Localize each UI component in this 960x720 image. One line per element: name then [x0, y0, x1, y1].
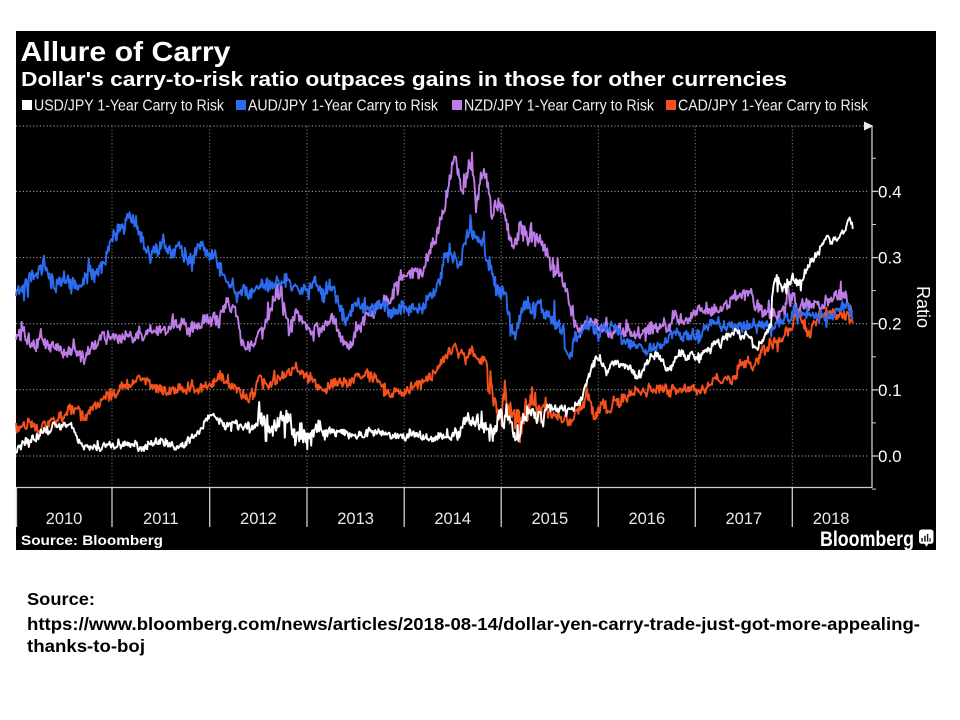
svg-text:0.2: 0.2	[878, 315, 902, 334]
svg-text:0.0: 0.0	[878, 447, 902, 466]
svg-text:2014: 2014	[434, 510, 471, 528]
svg-text:2018: 2018	[813, 510, 850, 528]
svg-text:thanks-to-boj: thanks-to-boj	[27, 636, 145, 656]
svg-text:2011: 2011	[143, 510, 178, 528]
svg-text:Source:: Source:	[27, 589, 95, 609]
svg-text:CAD/JPY 1-Year Carry to Risk: CAD/JPY 1-Year Carry to Risk	[678, 98, 869, 115]
svg-text:NZD/JPY 1-Year Carry to Risk: NZD/JPY 1-Year Carry to Risk	[464, 98, 655, 115]
svg-text:2015: 2015	[531, 510, 568, 528]
svg-text:2017: 2017	[725, 510, 762, 528]
svg-text:Bloomberg: Bloomberg	[820, 528, 914, 551]
svg-text:2012: 2012	[240, 510, 277, 528]
svg-text:USD/JPY 1-Year Carry to Risk: USD/JPY 1-Year Carry to Risk	[34, 98, 225, 115]
svg-text:0.4: 0.4	[878, 182, 902, 201]
svg-text:https://www.bloomberg.com/news: https://www.bloomberg.com/news/articles/…	[27, 614, 920, 634]
svg-text:AUD/JPY 1-Year Carry to Risk: AUD/JPY 1-Year Carry to Risk	[248, 98, 439, 115]
svg-text:Ratio: Ratio	[913, 286, 933, 328]
svg-text:Dollar's carry-to-risk ratio o: Dollar's carry-to-risk ratio outpaces ga…	[21, 68, 787, 91]
svg-text:0.3: 0.3	[878, 249, 902, 268]
svg-text:2010: 2010	[46, 510, 83, 528]
svg-text:2013: 2013	[337, 510, 374, 528]
svg-text:0.1: 0.1	[878, 381, 902, 400]
svg-text:Allure of Carry: Allure of Carry	[21, 36, 231, 67]
svg-text:Source: Bloomberg: Source: Bloomberg	[21, 533, 163, 548]
svg-text:2016: 2016	[628, 510, 665, 528]
